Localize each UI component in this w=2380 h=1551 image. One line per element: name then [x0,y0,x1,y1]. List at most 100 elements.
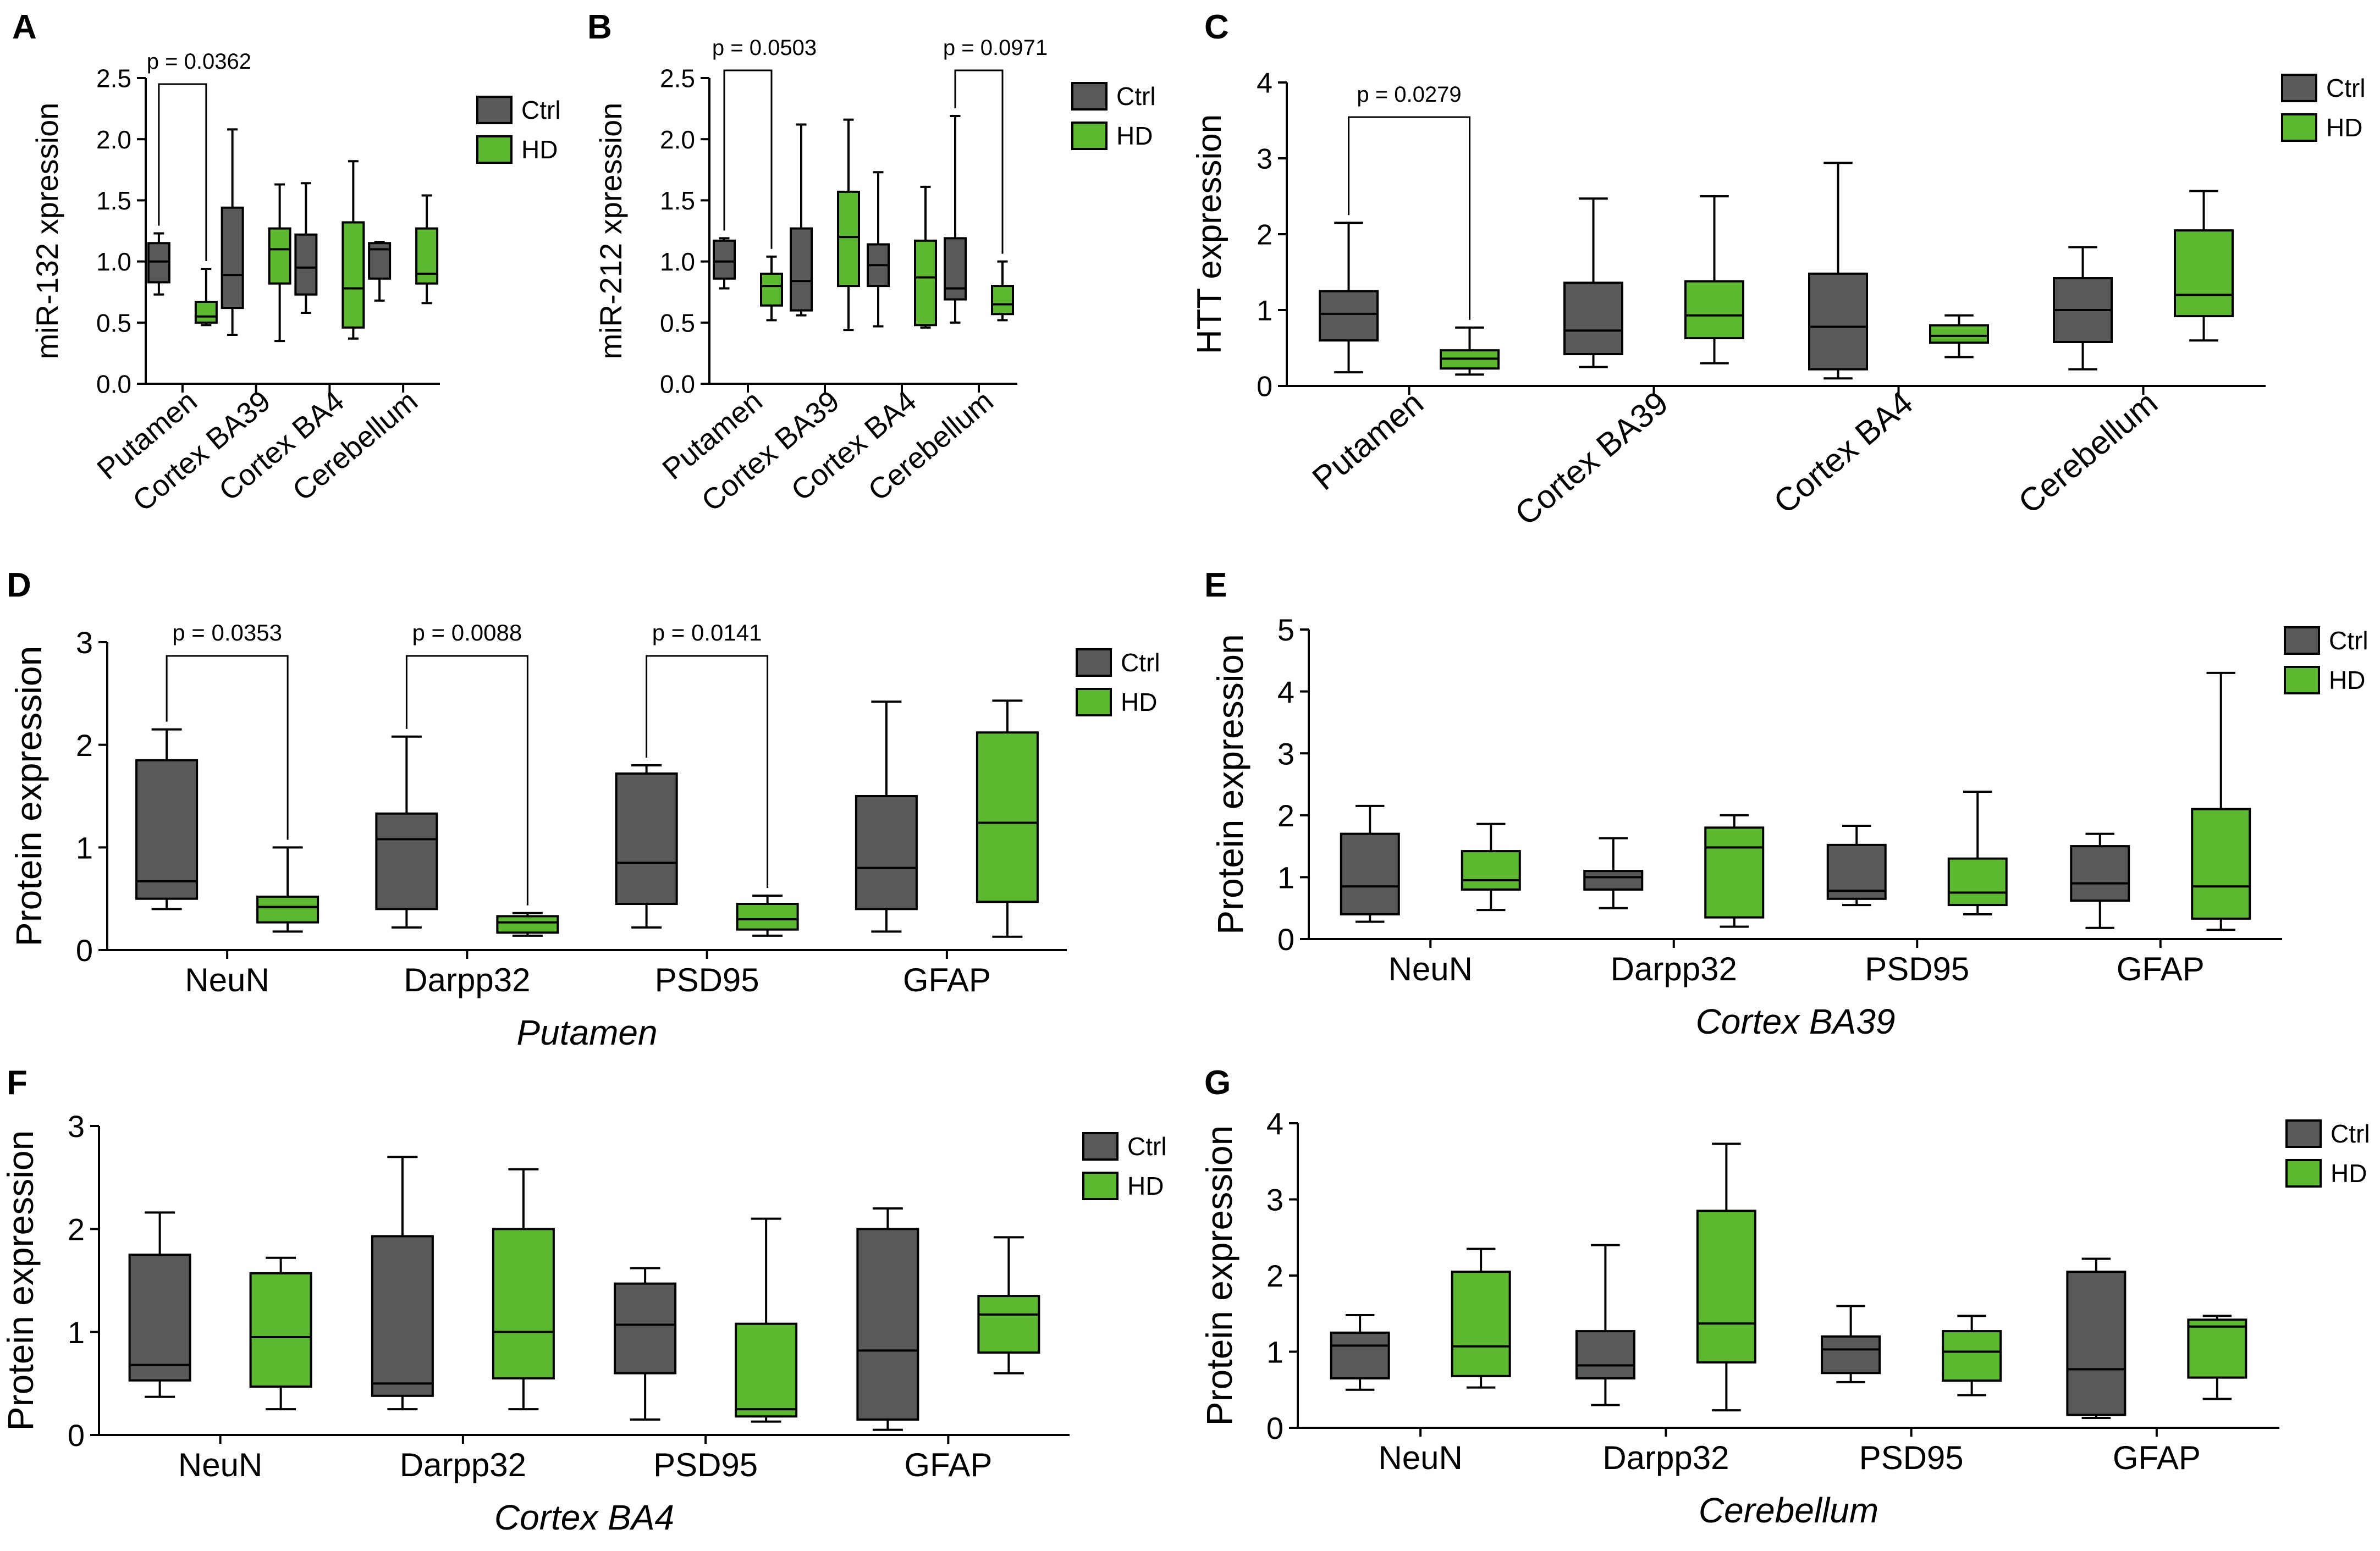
x-category-label: GFAP [2117,951,2205,987]
panel-c: C 0 1 2 3 4 HTT expression Putamen Cortex BA39 Co… [1191,8,2366,533]
box-iqr [1696,1210,1756,1364]
box-iqr [1821,1335,1881,1375]
bracket-line [954,69,1004,254]
significance-bracket: p = 0.0353 [166,620,289,840]
y-tick-label: 1 [1277,860,1294,895]
p-value-label: p = 0.0353 [172,620,282,645]
x-category-label: PSD95 [653,1447,758,1483]
box-iqr [977,1295,1040,1354]
box-ctrl-neun [135,728,199,910]
box-ctrl-cortex-ba39 [1563,197,1623,368]
box-iqr [855,795,918,910]
y-tick-label: 3 [1266,1183,1283,1217]
x-axis-title: Cortex BA39 [1696,1002,1896,1041]
box-hd-gfap [2187,1315,2247,1400]
legend-swatch-ctrl [476,96,513,124]
legend-label-hd: HD [521,135,558,164]
y-tick-label: 1.0 [96,247,131,276]
box-ctrl-neun [1330,1314,1390,1391]
x-category-label: Darpp32 [1611,951,1737,987]
box-ctrl-psd95 [1821,1305,1881,1383]
box-hd-gfap [2191,671,2251,931]
box-iqr [194,300,218,324]
box-hd-gfap [977,1236,1040,1375]
box-iqr [1684,280,1744,340]
y-tick-label: 2 [76,728,93,763]
y-tick-label: 1.5 [96,186,131,215]
box-iqr [1947,857,2008,907]
x-category-label: NeuN [185,962,269,998]
box-iqr [1330,1331,1390,1379]
x-category-label: GFAP [903,962,991,998]
y-axis-label: Protein expression [0,1130,41,1431]
x-category-label: Darpp32 [404,962,530,998]
box-hd-darpp32 [496,912,559,937]
legend-label-ctrl: Ctrl [1116,82,1156,111]
y-axis-label: Protein expression [1210,634,1250,935]
box-iqr [856,1228,919,1421]
y-tick-label: 0.0 [96,370,131,399]
legend-label-ctrl: Ctrl [2326,74,2366,102]
box-iqr [375,812,438,910]
box-iqr [2174,229,2234,318]
y-tick-label: 0.5 [96,308,131,337]
box-iqr [991,285,1014,316]
box-hd-cerebellum [415,194,439,305]
legend: Ctrl HD [2281,74,2366,142]
box-hd-cerebellum [2174,190,2234,342]
significance-bracket: p = 0.0088 [405,620,528,906]
box-iqr [615,772,678,906]
legend: Ctrl HD [1082,1132,1167,1200]
box-hd-putamen [1440,326,1500,376]
bracket-line [158,83,207,261]
y-axis-label: miR-212 xpression [593,103,628,360]
p-value-label: p = 0.0503 [712,36,817,60]
box-iqr [249,1272,312,1388]
legend-swatch-ctrl [2285,1119,2322,1148]
box-iqr [221,206,244,310]
x-category-label: Darpp32 [1602,1439,1729,1476]
box-hd-cortex-ba4 [914,185,937,329]
panel-letter: D [7,566,31,604]
y-tick-label: 0 [1266,1411,1283,1445]
y-axis-label: miR-132 xpression [30,103,64,360]
box-iqr [256,895,319,924]
box-iqr [837,190,860,288]
box-iqr [1929,324,1989,344]
legend: Ctrl HD [2284,626,2368,694]
panel-letter: G [1204,1064,1231,1102]
box-iqr [415,227,439,285]
y-tick-label: 1 [68,1315,85,1350]
box-iqr [735,1322,798,1418]
significance-bracket: p = 0.0971 [943,36,1048,254]
box-iqr [1319,290,1379,342]
y-tick-label: 1 [76,830,93,865]
y-tick-label: 2.5 [660,64,695,93]
y-tick-label: 2 [68,1212,85,1246]
box-ctrl-darpp32 [1575,1244,1635,1406]
bracket-line [166,655,289,840]
y-tick-label: 3 [68,1109,85,1144]
box-hd-cerebellum [991,260,1014,322]
x-category-label: GFAP [904,1447,992,1483]
x-category-label: NeuN [1389,951,1473,987]
bracket-line [646,655,769,888]
box-ctrl-cortex-ba4 [294,182,318,314]
box-hd-neun [1451,1248,1511,1389]
x-category-label: PSD95 [1859,1439,1964,1476]
box-hd-cortex-ba39 [837,118,860,332]
legend-swatch-hd [2284,666,2320,694]
x-category-label: PSD95 [1865,951,1969,987]
box-ctrl-gfap [2070,832,2130,929]
y-axis-label: Protein expression [1199,1125,1239,1426]
box-iqr [760,272,783,307]
box-iqr [1808,272,1868,371]
box-ctrl-cortex-ba39 [790,123,813,317]
box-iqr [976,731,1039,903]
box-ctrl-cerebellum [944,114,967,324]
significance-bracket: p = 0.0279 [1348,82,1470,320]
box-ctrl-putamen [1319,222,1379,374]
box-hd-neun [256,846,319,933]
significance-bracket: p = 0.0362 [147,49,251,261]
